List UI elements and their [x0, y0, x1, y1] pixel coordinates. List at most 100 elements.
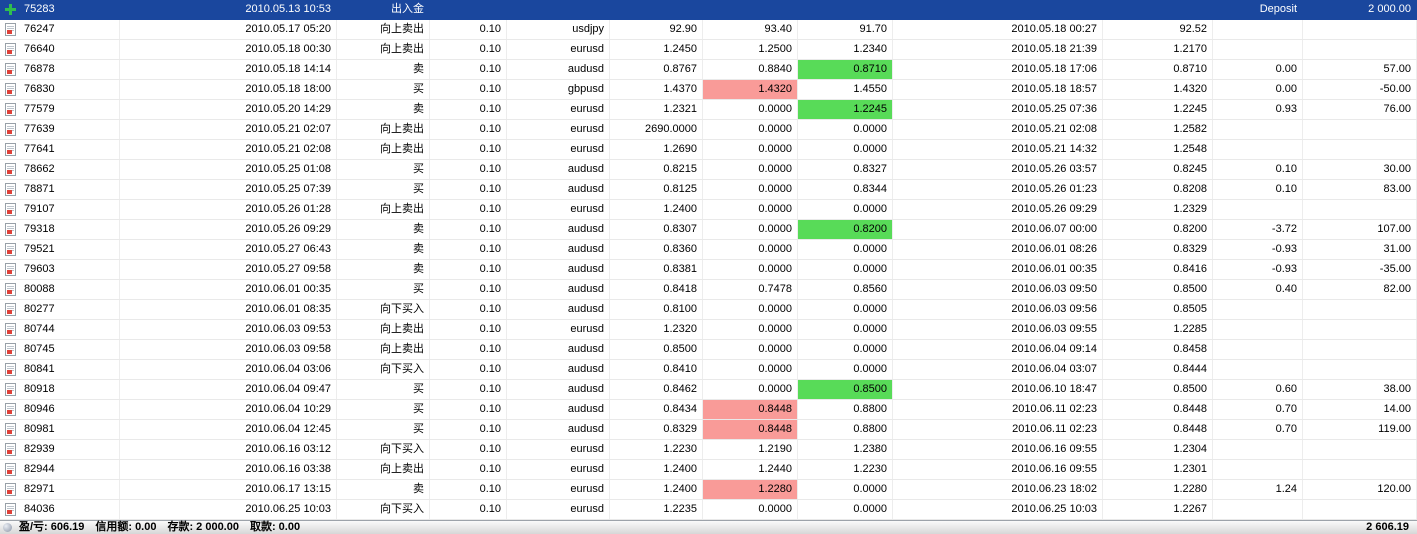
history-row[interactable]: 78871 2010.05.25 07:39 买 0.10 audusd 0.8125 0.…: [0, 180, 1417, 200]
status-withdrawal-label: 取款:: [249, 521, 276, 533]
cell-type: 向上卖出: [337, 20, 430, 39]
cell-close_price: 0.8505: [1103, 300, 1213, 319]
cell-sl: 0.8840: [703, 60, 798, 79]
cell-close_time: [893, 0, 1103, 19]
trade-document-icon: [4, 283, 16, 296]
trade-document-icon: [4, 403, 16, 416]
row-icon-cell: [0, 20, 20, 39]
cell-profit: 31.00: [1303, 240, 1417, 259]
history-row[interactable]: 76878 2010.05.18 14:14 卖 0.10 audusd 0.8767 0.…: [0, 60, 1417, 80]
cell-close_time: 2010.05.21 14:32: [893, 140, 1103, 159]
history-row[interactable]: 75283 2010.05.13 10:53 出入金 Deposit 2 000.00: [0, 0, 1417, 20]
cell-lots: 0.10: [430, 140, 507, 159]
cell-order: 84036: [20, 500, 120, 519]
cell-profit: [1303, 200, 1417, 219]
cell-type: 卖: [337, 240, 430, 259]
history-row[interactable]: 78662 2010.05.25 01:08 买 0.10 audusd 0.8215 0.…: [0, 160, 1417, 180]
trade-document-icon: [4, 83, 16, 96]
cell-tp: 1.2230: [798, 460, 893, 479]
cell-type: 向上卖出: [337, 40, 430, 59]
history-row[interactable]: 82944 2010.06.16 03:38 向上卖出 0.10 eurusd 1.240…: [0, 460, 1417, 480]
cell-sl: 1.2190: [703, 440, 798, 459]
cell-close_price: 1.2285: [1103, 320, 1213, 339]
history-row[interactable]: 84036 2010.06.25 10:03 向下买入 0.10 eurusd 1.223…: [0, 500, 1417, 520]
cell-swap: [1213, 340, 1303, 359]
cell-tp: 0.0000: [798, 300, 893, 319]
cell-close_price: 0.8500: [1103, 380, 1213, 399]
cell-sl: 0.0000: [703, 200, 798, 219]
row-icon-cell: [0, 380, 20, 399]
status-profit-loss: 盈/亏: 606.19: [19, 521, 84, 534]
cell-tp: 0.0000: [798, 140, 893, 159]
cell-open_time: 2010.06.16 03:12: [120, 440, 337, 459]
cell-lots: 0.10: [430, 300, 507, 319]
history-row[interactable]: 79603 2010.05.27 09:58 卖 0.10 audusd 0.8381 0.…: [0, 260, 1417, 280]
history-row[interactable]: 80981 2010.06.04 12:45 买 0.10 audusd 0.8329 0.…: [0, 420, 1417, 440]
cell-profit: -35.00: [1303, 260, 1417, 279]
row-icon-cell: [0, 360, 20, 379]
history-row[interactable]: 79521 2010.05.27 06:43 卖 0.10 audusd 0.8360 0.…: [0, 240, 1417, 260]
cell-symbol: eurusd: [507, 140, 610, 159]
history-row[interactable]: 76640 2010.05.18 00:30 向上卖出 0.10 eurusd 1.245…: [0, 40, 1417, 60]
cell-sl: 0.0000: [703, 100, 798, 119]
row-icon-cell: [0, 0, 20, 19]
cell-order: 80088: [20, 280, 120, 299]
cell-lots: 0.10: [430, 60, 507, 79]
cell-lots: 0.10: [430, 500, 507, 519]
cell-tp: 0.0000: [798, 480, 893, 499]
cell-close_time: 2010.05.18 18:57: [893, 80, 1103, 99]
cell-symbol: eurusd: [507, 100, 610, 119]
history-row[interactable]: 77641 2010.05.21 02:08 向上卖出 0.10 eurusd 1.269…: [0, 140, 1417, 160]
cell-type: 卖: [337, 100, 430, 119]
history-row[interactable]: 76247 2010.05.17 05:20 向上卖出 0.10 usdjpy 92.90…: [0, 20, 1417, 40]
history-row[interactable]: 80744 2010.06.03 09:53 向上卖出 0.10 eurusd 1.232…: [0, 320, 1417, 340]
cell-tp: [798, 0, 893, 19]
cell-sl: 93.40: [703, 20, 798, 39]
history-row[interactable]: 77639 2010.05.21 02:07 向上卖出 0.10 eurusd 2690.…: [0, 120, 1417, 140]
cell-order: 79318: [20, 220, 120, 239]
cell-open_time: 2010.06.16 03:38: [120, 460, 337, 479]
status-total-balance: 2 606.19: [1366, 521, 1409, 533]
history-row[interactable]: 82939 2010.06.16 03:12 向下买入 0.10 eurusd 1.223…: [0, 440, 1417, 460]
cell-close_time: 2010.06.03 09:50: [893, 280, 1103, 299]
cell-symbol: usdjpy: [507, 20, 610, 39]
row-icon-cell: [0, 140, 20, 159]
history-row[interactable]: 80946 2010.06.04 10:29 买 0.10 audusd 0.8434 0.…: [0, 400, 1417, 420]
cell-open_time: 2010.05.27 09:58: [120, 260, 337, 279]
history-row[interactable]: 79107 2010.05.26 01:28 向上卖出 0.10 eurusd 1.240…: [0, 200, 1417, 220]
cell-profit: [1303, 140, 1417, 159]
cell-symbol: audusd: [507, 300, 610, 319]
history-row[interactable]: 79318 2010.05.26 09:29 卖 0.10 audusd 0.8307 0.…: [0, 220, 1417, 240]
row-icon-cell: [0, 80, 20, 99]
cell-profit: 38.00: [1303, 380, 1417, 399]
cell-open_time: 2010.06.04 03:06: [120, 360, 337, 379]
cell-type: 向上卖出: [337, 120, 430, 139]
row-icon-cell: [0, 100, 20, 119]
history-row[interactable]: 80745 2010.06.03 09:58 向上卖出 0.10 audusd 0.850…: [0, 340, 1417, 360]
cell-tp: 1.2380: [798, 440, 893, 459]
cell-type: 卖: [337, 260, 430, 279]
cell-order: 75283: [24, 3, 55, 15]
cell-sl: 0.0000: [703, 180, 798, 199]
history-row[interactable]: 80918 2010.06.04 09:47 买 0.10 audusd 0.8462 0.…: [0, 380, 1417, 400]
cell-symbol: eurusd: [507, 460, 610, 479]
cell-swap: [1213, 320, 1303, 339]
cell-open_price: 1.2400: [610, 460, 703, 479]
cell-type: 买: [337, 160, 430, 179]
cell-close_time: 2010.05.18 17:06: [893, 60, 1103, 79]
history-row[interactable]: 77579 2010.05.20 14:29 卖 0.10 eurusd 1.2321 0.…: [0, 100, 1417, 120]
history-row[interactable]: 80277 2010.06.01 08:35 向下买入 0.10 audusd 0.810…: [0, 300, 1417, 320]
history-row[interactable]: 80841 2010.06.04 03:06 向下买入 0.10 audusd 0.841…: [0, 360, 1417, 380]
status-withdrawal-value: 0.00: [278, 521, 301, 533]
cell-symbol: eurusd: [507, 480, 610, 499]
cell-open_time: 2010.05.26 09:29: [120, 220, 337, 239]
cell-lots: 0.10: [430, 420, 507, 439]
history-row[interactable]: 80088 2010.06.01 00:35 买 0.10 audusd 0.8418 0.…: [0, 280, 1417, 300]
history-row[interactable]: 76830 2010.05.18 18:00 买 0.10 gbpusd 1.4370 1.…: [0, 80, 1417, 100]
cell-type: 买: [337, 180, 430, 199]
history-row[interactable]: 82971 2010.06.17 13:15 卖 0.10 eurusd 1.2400 1.…: [0, 480, 1417, 500]
cell-tp: 91.70: [798, 20, 893, 39]
trade-document-icon: [4, 183, 16, 196]
cell-order: 82971: [20, 480, 120, 499]
cell-close_time: 2010.06.16 09:55: [893, 460, 1103, 479]
